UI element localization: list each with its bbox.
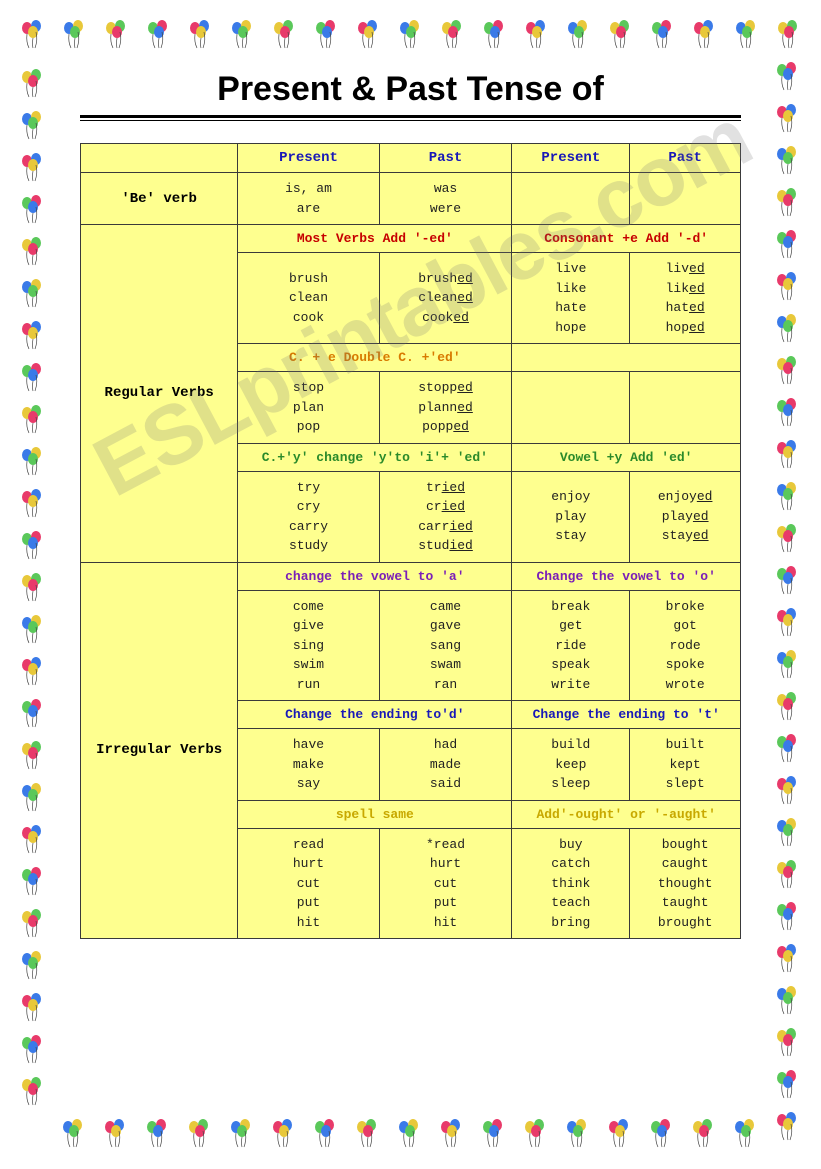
vowelo-present: breakgetridespeakwrite bbox=[512, 590, 630, 701]
consonante-present: livelikehatehope bbox=[512, 253, 630, 344]
rule-ending-d: Change the ending to'd' bbox=[238, 701, 512, 729]
oughtaught-past: boughtcaughtthoughttaughtbrought bbox=[630, 828, 741, 939]
rule-ought-aught: Add'-ought' or '-aught' bbox=[512, 800, 741, 828]
page: Present & Past Tense of Present Past Pre… bbox=[28, 28, 793, 1141]
vowela-present: comegivesingswimrun bbox=[238, 590, 379, 701]
ytoi-past: triedcriedcarriedstudied bbox=[379, 471, 512, 562]
rule-vowel-o: Change the vowel to 'o' bbox=[512, 562, 741, 590]
vowelo-past: brokegotrodespokewrote bbox=[630, 590, 741, 701]
rule-ending-t: Change the ending to 't' bbox=[512, 701, 741, 729]
oughtaught-present: buycatchthinkteachbring bbox=[512, 828, 630, 939]
content-area: Present & Past Tense of Present Past Pre… bbox=[44, 44, 777, 959]
col-past-1: Past bbox=[379, 144, 512, 173]
mostverbs-past: brushedcleanedcooked bbox=[379, 253, 512, 344]
vowely-past: enjoyedplayedstayed bbox=[630, 471, 741, 562]
col-present-2: Present bbox=[512, 144, 630, 173]
be-past: waswere bbox=[379, 173, 512, 225]
spellsame-past: *readhurtcutputhit bbox=[379, 828, 512, 939]
rule-row-4: Irregular Verbs change the vowel to 'a' … bbox=[81, 562, 741, 590]
header-row: Present Past Present Past bbox=[81, 144, 741, 173]
title-underline bbox=[80, 115, 741, 121]
rule-vowel-y: Vowel +y Add 'ed' bbox=[512, 443, 741, 471]
endingt-past: builtkeptslept bbox=[630, 729, 741, 801]
doublec-present: stopplanpop bbox=[238, 372, 379, 444]
vowely-present: enjoyplaystay bbox=[512, 471, 630, 562]
empty-cell bbox=[512, 344, 741, 372]
rule-consonant-e: Consonant +e Add '-d' bbox=[512, 225, 741, 253]
col-past-2: Past bbox=[630, 144, 741, 173]
rule-double-c: C. + e Double C. +'ed' bbox=[238, 344, 512, 372]
rule-row-1: Regular Verbs Most Verbs Add '-ed' Conso… bbox=[81, 225, 741, 253]
be-verb-label: 'Be' verb bbox=[81, 173, 238, 225]
rule-spell-same: spell same bbox=[238, 800, 512, 828]
irregular-label: Irregular Verbs bbox=[81, 562, 238, 939]
endingt-present: buildkeepsleep bbox=[512, 729, 630, 801]
doublec-past: stoppedplannedpopped bbox=[379, 372, 512, 444]
empty-cell bbox=[630, 173, 741, 225]
rule-y-to-i: C.+'y' change 'y'to 'i'+ 'ed' bbox=[238, 443, 512, 471]
rule-most-verbs: Most Verbs Add '-ed' bbox=[238, 225, 512, 253]
tense-table: Present Past Present Past 'Be' verb is, … bbox=[80, 143, 741, 939]
ytoi-present: trycrycarrystudy bbox=[238, 471, 379, 562]
empty-cell bbox=[512, 173, 630, 225]
endingd-present: havemakesay bbox=[238, 729, 379, 801]
vowela-past: camegavesangswamran bbox=[379, 590, 512, 701]
endingd-past: hadmadesaid bbox=[379, 729, 512, 801]
empty-cell bbox=[512, 372, 630, 444]
regular-label: Regular Verbs bbox=[81, 225, 238, 563]
be-verb-row: 'Be' verb is, amare waswere bbox=[81, 173, 741, 225]
be-present: is, amare bbox=[238, 173, 379, 225]
col-present-1: Present bbox=[238, 144, 379, 173]
consonante-past: livedlikedhatedhoped bbox=[630, 253, 741, 344]
page-title: Present & Past Tense of bbox=[80, 70, 741, 109]
corner-cell bbox=[81, 144, 238, 173]
rule-vowel-a: change the vowel to 'a' bbox=[238, 562, 512, 590]
empty-cell bbox=[630, 372, 741, 444]
mostverbs-present: brushcleancook bbox=[238, 253, 379, 344]
spellsame-present: readhurtcutputhit bbox=[238, 828, 379, 939]
